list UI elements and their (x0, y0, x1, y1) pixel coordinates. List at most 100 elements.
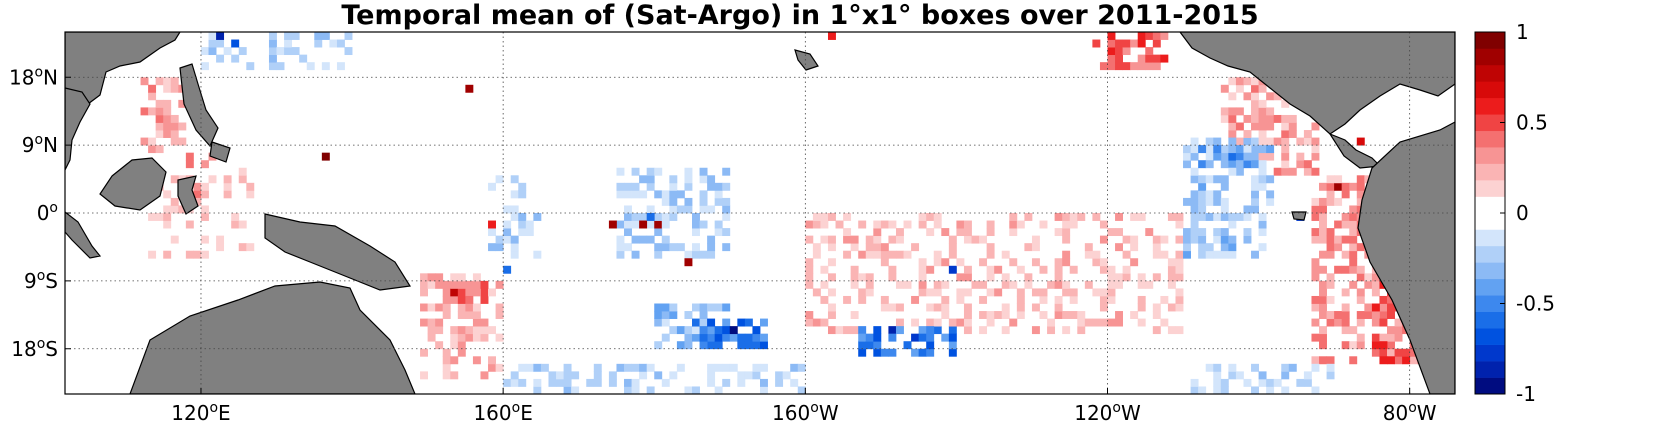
anomaly-cell (888, 250, 897, 259)
anomaly-cell (646, 386, 655, 394)
anomaly-cell (1311, 258, 1320, 267)
anomaly-cell (646, 167, 655, 176)
anomaly-cell (518, 182, 527, 191)
anomaly-cell (1228, 213, 1237, 221)
anomaly-cell (1349, 228, 1358, 237)
anomaly-cell (963, 318, 972, 327)
anomaly-cell (616, 250, 625, 259)
anomaly-cell (1137, 303, 1146, 312)
anomaly-cell (1077, 318, 1086, 327)
anomaly-cell (752, 341, 761, 350)
anomaly-cell (1251, 77, 1259, 86)
anomaly-cell (170, 235, 179, 244)
anomaly-cell (616, 220, 625, 229)
anomaly-cell (1311, 145, 1320, 154)
anomaly-cell (427, 303, 436, 312)
anomaly-cell (971, 280, 980, 289)
anomaly-cell (1281, 167, 1290, 176)
anomaly-cell (1198, 250, 1207, 259)
anomaly-cell (1077, 213, 1086, 221)
anomaly-cell (797, 363, 806, 372)
anomaly-cell (888, 220, 897, 229)
anomaly-cell (420, 318, 428, 327)
anomaly-cell (699, 197, 708, 206)
anomaly-cell (926, 265, 935, 274)
anomaly-cell (918, 288, 927, 297)
anomaly-cell (676, 363, 685, 372)
colorbar-swatch (1475, 361, 1505, 378)
anomaly-cell (1371, 273, 1380, 282)
anomaly-cell (1266, 386, 1275, 394)
anomaly-cell (231, 54, 240, 63)
anomaly-cell (1183, 152, 1191, 161)
anomaly-cell (1273, 378, 1282, 387)
anomaly-cell (1198, 145, 1207, 154)
anomaly-cell (556, 378, 564, 387)
anomaly-cell (646, 182, 655, 191)
anomaly-cell (472, 318, 481, 327)
anomaly-cell (699, 333, 708, 342)
anomaly-cell (1205, 137, 1214, 146)
anomaly-cell (442, 371, 451, 380)
anomaly-cell (1107, 47, 1116, 56)
anomaly-cell (200, 235, 209, 244)
anomaly-cell (1387, 356, 1395, 365)
anomaly-cell (654, 311, 663, 319)
anomaly-cell (669, 175, 678, 184)
anomaly-cell (1016, 303, 1025, 312)
anomaly-cell (1183, 145, 1191, 154)
anomaly-cell (1349, 265, 1358, 274)
anomaly-cell (1326, 311, 1335, 319)
anomaly-cell (1356, 190, 1365, 199)
anomaly-cell (1099, 258, 1108, 267)
anomaly-cell (1281, 137, 1290, 146)
anomaly-cell (654, 371, 663, 380)
anomaly-cell (246, 243, 255, 252)
anomaly-cell (911, 348, 920, 357)
anomaly-cell (684, 326, 693, 335)
anomaly-cell (1213, 378, 1222, 387)
anomaly-cell (805, 280, 814, 289)
anomaly-cell (646, 175, 655, 184)
anomaly-cell (699, 175, 708, 184)
anomaly-cell (911, 318, 920, 327)
anomaly-cell (435, 273, 444, 282)
anomaly-cell (155, 130, 164, 138)
anomaly-cell (1319, 303, 1327, 312)
colorbar-tick-label: 0 (1516, 201, 1529, 225)
anomaly-cell (1152, 54, 1161, 63)
anomaly-cell (495, 363, 504, 372)
anomaly-cell (639, 190, 648, 199)
anomaly-cell (933, 213, 942, 221)
anomaly-cell (427, 280, 436, 289)
anomaly-cell (1303, 160, 1312, 169)
anomaly-cell (1251, 84, 1259, 93)
anomaly-cell (533, 386, 542, 394)
anomaly-cell (805, 258, 814, 267)
anomaly-cell (1137, 32, 1146, 40)
anomaly-cell (465, 303, 474, 312)
anomaly-cell (1220, 228, 1229, 237)
anomaly-cell (1243, 77, 1252, 86)
anomaly-cell (1167, 273, 1176, 282)
x-tick-label: 120oE (171, 400, 230, 425)
anomaly-cell (775, 378, 784, 387)
anomaly-cell (1213, 228, 1222, 237)
anomaly-cell (329, 39, 338, 48)
anomaly-cell (1266, 107, 1275, 116)
anomaly-cell (1122, 273, 1131, 282)
anomaly-cell (1175, 288, 1184, 297)
anomaly-cell (1387, 295, 1395, 304)
anomaly-cell (873, 243, 882, 252)
anomaly-cell (729, 326, 738, 335)
anomaly-cell (1220, 182, 1229, 191)
anomaly-cell (1167, 213, 1176, 221)
anomaly-cell (1198, 182, 1207, 191)
anomaly-cell (442, 348, 451, 357)
anomaly-cell (1205, 145, 1214, 154)
anomaly-cell (148, 84, 157, 93)
anomaly-cell (1062, 258, 1071, 267)
anomaly-cell (488, 326, 496, 335)
anomaly-cell (1047, 326, 1056, 335)
anomaly-cell (624, 220, 632, 229)
